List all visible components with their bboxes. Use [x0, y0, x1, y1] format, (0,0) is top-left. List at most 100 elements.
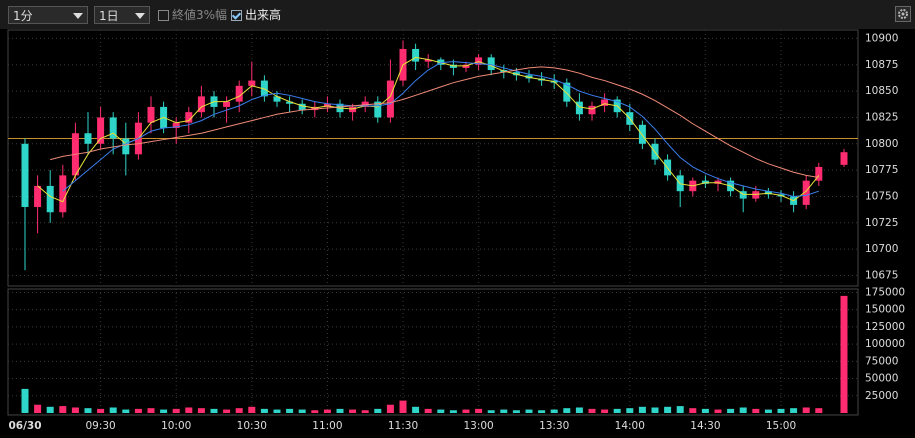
settings-button[interactable]: [895, 6, 911, 22]
candle-body: [46, 185, 54, 213]
candle-body: [109, 117, 117, 139]
volume-bar: [84, 408, 92, 413]
volume-bar: [197, 408, 205, 413]
volume-bar: [651, 407, 659, 413]
volume-bar: [689, 408, 697, 413]
volume-bar: [638, 406, 646, 413]
volume-bar: [739, 407, 747, 413]
candle-body: [59, 175, 67, 213]
candle-body: [563, 82, 571, 102]
volume-bar: [613, 408, 621, 413]
y-tick-label: 10725: [865, 217, 898, 229]
volume-bar: [172, 408, 180, 413]
y-tick-label: 10850: [865, 85, 898, 97]
volume-bar: [424, 408, 432, 413]
candle-body: [235, 85, 243, 102]
volume-tick-label: 125000: [865, 321, 905, 333]
volume-bar: [601, 409, 609, 413]
x-tick-label: 09:30: [85, 420, 115, 432]
candle-body: [449, 64, 457, 68]
candle-body: [462, 64, 470, 68]
candle-body: [512, 72, 520, 76]
candle-body: [286, 101, 294, 104]
volume-bar: [449, 410, 457, 413]
volume-bar: [475, 408, 483, 413]
moving-average-line: [50, 67, 844, 178]
candle-body: [664, 159, 672, 176]
moving-average-line: [63, 62, 844, 197]
x-tick-label: 10:30: [237, 420, 267, 432]
volume-frame: [7, 288, 859, 416]
candle-body: [349, 106, 357, 113]
volume-bar: [727, 408, 735, 413]
volume-bar: [386, 404, 394, 413]
volume-tick-label: 150000: [865, 304, 905, 316]
y-tick-label: 10875: [865, 59, 898, 71]
candle-body: [487, 57, 495, 71]
candle-body: [21, 143, 29, 207]
volume-bar: [790, 408, 798, 413]
volume-bar: [34, 404, 42, 413]
candle-body: [752, 191, 760, 199]
candle-body: [601, 99, 609, 106]
volume-bar: [777, 408, 785, 413]
volume-tick-label: 75000: [865, 355, 898, 367]
volume-bar: [46, 406, 54, 413]
y-tick-label: 10700: [865, 243, 898, 255]
candle-body: [311, 106, 319, 111]
x-tick-label: 14:30: [690, 420, 720, 432]
candle-body: [172, 122, 180, 128]
volume-bar: [298, 409, 306, 413]
volume-bar: [563, 408, 571, 413]
x-tick-label: 15:00: [766, 420, 796, 432]
volume-bar: [840, 295, 848, 413]
candle-body: [197, 96, 205, 113]
volume-checkbox[interactable]: 出来高: [231, 7, 281, 23]
candle-body: [323, 103, 331, 107]
candle-body: [273, 96, 281, 102]
candle-body: [185, 112, 193, 123]
volume-bar: [462, 409, 470, 413]
candle-body: [525, 75, 533, 79]
volume-bar: [361, 410, 369, 413]
volume-bar: [349, 409, 357, 413]
y-tick-label: 10750: [865, 190, 898, 202]
close-range-label: 終値3%幅: [172, 8, 228, 22]
interval-select[interactable]: 1分: [8, 6, 88, 24]
interval-label: 1分: [13, 9, 33, 23]
x-tick-label: 13:00: [463, 420, 493, 432]
candle-body: [412, 48, 420, 62]
candle-body: [147, 106, 155, 123]
candle-body: [739, 191, 747, 199]
volume-tick-label: 175000: [865, 286, 905, 298]
candle-body: [575, 101, 583, 115]
volume-bar: [260, 408, 268, 413]
volume-bar: [815, 408, 823, 413]
period-select[interactable]: 1日: [94, 6, 150, 24]
candle-body: [298, 103, 306, 111]
candle-body: [840, 152, 848, 165]
volume-bar: [235, 408, 243, 413]
volume-bar: [512, 410, 520, 413]
candle-body: [714, 180, 722, 184]
close-range-checkbox[interactable]: 終値3%幅: [158, 7, 227, 23]
candle-body: [248, 80, 256, 86]
volume-bar: [185, 407, 193, 413]
y-tick-label: 10900: [865, 32, 898, 44]
volume-bar: [59, 406, 67, 413]
volume-label: 出来高: [245, 8, 282, 22]
volume-bar: [109, 407, 117, 413]
candle-body: [374, 101, 382, 118]
volume-bar: [437, 409, 445, 413]
volume-bar: [147, 408, 155, 413]
volume-bar: [525, 409, 533, 413]
candle-body: [260, 80, 268, 97]
volume-bar: [538, 410, 546, 413]
x-tick-label: 10:00: [161, 420, 191, 432]
period-label: 1日: [99, 9, 119, 23]
candle-body: [122, 138, 130, 155]
candle-body: [424, 59, 432, 62]
volume-bar: [134, 408, 142, 413]
x-tick-label: 06/30: [8, 420, 41, 432]
